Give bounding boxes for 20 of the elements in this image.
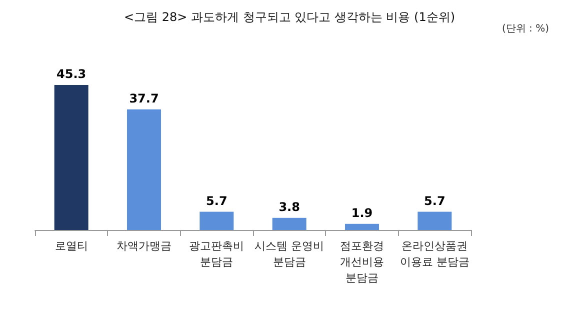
- x-tick-label: 광고판촉비 분담금: [189, 240, 244, 268]
- data-label: 45.3: [56, 67, 86, 82]
- bar: [272, 218, 306, 230]
- x-tick-label: 차액가맹금: [116, 240, 172, 252]
- data-label: 1.9: [351, 206, 373, 220]
- x-tick-label: 온라인상품권 이용료 분담금: [400, 240, 470, 268]
- chart-title: <그림 28> 과도하게 청구되고 있다고 생각하는 비용 (1순위): [124, 10, 456, 24]
- bar: [345, 224, 379, 230]
- text: (단위 : %): [502, 24, 550, 34]
- bar: [200, 212, 234, 230]
- bar: [418, 212, 452, 230]
- x-tick-label: 로열티: [54, 240, 88, 252]
- x-tick-label: 시스템 운영비 분담금: [254, 240, 324, 268]
- x-tick-label: 점포환경 개선비용 분담금: [340, 240, 384, 284]
- data-label: 5.7: [206, 194, 228, 208]
- bar: [54, 85, 88, 230]
- bar: [127, 109, 161, 230]
- data-label: 37.7: [129, 91, 159, 106]
- data-label: 5.7: [424, 194, 446, 208]
- data-label: 3.8: [278, 200, 300, 214]
